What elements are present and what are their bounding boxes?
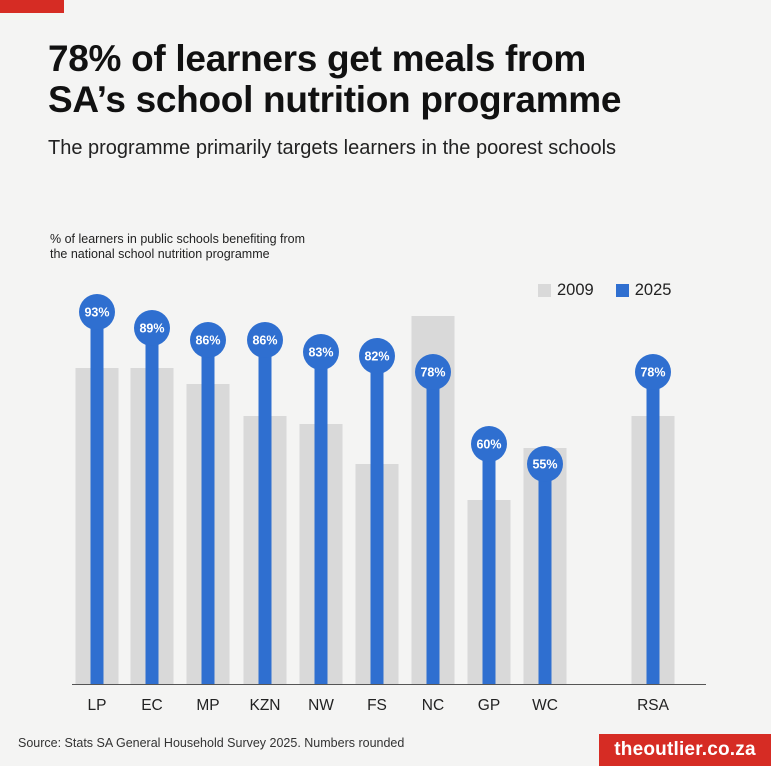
x-tick-label-nc: NC <box>422 697 444 714</box>
bar-2025-lp <box>90 312 104 684</box>
chart-title: 78% of learners get meals from SA’s scho… <box>48 38 748 120</box>
bar-2025-ec <box>145 328 159 684</box>
value-bubble-ec <box>134 310 170 346</box>
value-bubble-kzn <box>247 322 283 358</box>
value-label-nc: 78% <box>420 366 445 380</box>
chart-title-line-2: SA’s school nutrition programme <box>48 79 622 120</box>
legend-swatch-2025 <box>615 283 629 297</box>
bar-2025-fs <box>370 356 384 684</box>
value-bubble-nw <box>303 334 339 370</box>
value-bubble-wc <box>527 446 563 482</box>
value-bubble-fs <box>359 338 395 374</box>
value-label-kzn: 86% <box>252 334 277 348</box>
value-label-fs: 82% <box>364 350 389 364</box>
legend-item-2009: 2009 <box>538 281 594 300</box>
value-bubble-lp <box>79 294 115 330</box>
y-axis-label: % of learners in public schools benefiti… <box>50 232 410 262</box>
legend-item-2025: 2025 <box>615 280 672 300</box>
x-tick-label-gp: GP <box>478 697 500 714</box>
brand-label: theoutlier.co.za <box>599 734 771 766</box>
bar-2025-wc <box>538 464 552 684</box>
x-tick-label-wc: WC <box>532 697 558 714</box>
x-tick-label-ec: EC <box>141 697 163 714</box>
chart-subtitle: The programme primarily targets learners… <box>48 137 617 159</box>
bar-2025-gp <box>482 444 496 684</box>
bar-2025-nw <box>314 352 328 684</box>
value-label-gp: 60% <box>476 438 501 452</box>
chart-title-line-1: 78% of learners get meals from <box>48 38 586 79</box>
x-tick-label-mp: MP <box>196 697 219 714</box>
legend-label-2009: 2009 <box>557 280 594 299</box>
y-axis-label-line-2: the national school nutrition programme <box>50 247 270 261</box>
bar-2025-nc <box>426 372 440 684</box>
value-bubble-rsa <box>635 354 671 390</box>
source-note: Source: Stats SA General Household Surve… <box>18 736 405 750</box>
chart-legend: 2009 2025 <box>538 280 671 300</box>
x-tick-label-rsa: RSA <box>637 697 670 714</box>
top-accent-bar <box>0 0 64 13</box>
value-label-rsa: 78% <box>640 366 665 380</box>
value-label-ec: 89% <box>139 322 164 336</box>
value-label-lp: 93% <box>84 306 109 320</box>
legend-swatch-2009 <box>538 283 551 297</box>
value-label-nw: 83% <box>308 346 333 360</box>
value-bubble-mp <box>190 322 226 358</box>
bar-2025-kzn <box>258 340 272 684</box>
x-tick-label-nw: NW <box>308 697 334 714</box>
value-bubble-gp <box>471 426 507 462</box>
x-tick-label-lp: LP <box>88 697 107 714</box>
value-label-mp: 86% <box>195 334 220 348</box>
value-bubble-nc <box>415 354 451 390</box>
bar-2025-rsa <box>646 372 660 684</box>
bar-2025-mp <box>201 340 215 684</box>
y-axis-label-line-1: % of learners in public schools benefiti… <box>50 232 305 246</box>
x-tick-label-fs: FS <box>367 697 387 714</box>
value-label-wc: 55% <box>532 458 557 472</box>
legend-label-2025: 2025 <box>634 280 672 299</box>
x-tick-label-kzn: KZN <box>250 697 281 714</box>
